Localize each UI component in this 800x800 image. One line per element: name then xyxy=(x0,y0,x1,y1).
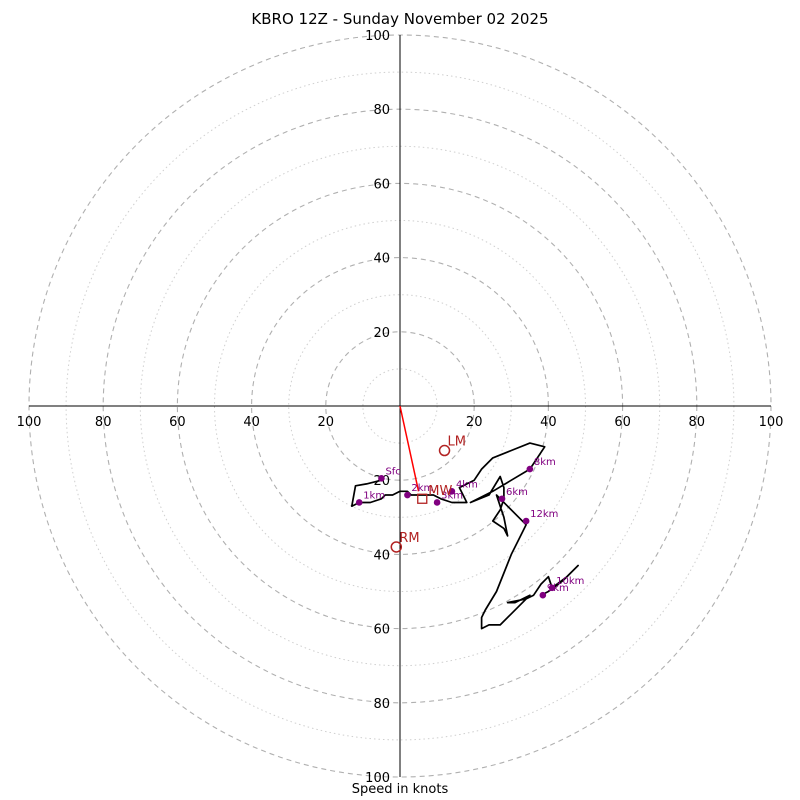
mean-wind-label: MW xyxy=(428,484,452,499)
height-marker-9km xyxy=(539,591,547,599)
shear-vector-line xyxy=(399,405,420,492)
storm-label-lm: LM xyxy=(448,435,466,450)
height-label-4km: 4km xyxy=(456,479,478,490)
tick-label-top: 80 xyxy=(373,103,390,118)
height-label-sfc: Sfc xyxy=(385,466,400,477)
height-label-8km: 8km xyxy=(534,457,556,468)
height-marker-4km xyxy=(448,488,456,495)
height-label-1km: 1km xyxy=(363,490,385,501)
tick-label-top: 100 xyxy=(365,29,390,44)
tick-label-right: 80 xyxy=(689,415,706,430)
tick-labels: 100 80 60 40 20 20 40 60 80 100 20 40 60 80 100 20 40 60 8… xyxy=(17,29,784,786)
height-label-12km: 12km xyxy=(530,509,558,520)
height-marker-6km xyxy=(498,495,506,503)
tick-label-bottom: 60 xyxy=(373,623,390,638)
tick-label-bottom: 80 xyxy=(373,697,390,712)
tick-label-right: 100 xyxy=(759,415,784,430)
height-marker-10km xyxy=(548,584,556,592)
tick-label-left: 100 xyxy=(17,415,42,430)
height-marker-1km xyxy=(355,499,363,506)
tick-label-left: 20 xyxy=(318,415,335,430)
tick-label-bottom: 100 xyxy=(365,771,390,786)
storm-label-rm: RM xyxy=(399,531,419,546)
height-label-6km: 6km xyxy=(506,487,528,498)
tick-label-left: 40 xyxy=(243,415,260,430)
tick-label-top: 40 xyxy=(373,252,390,267)
tick-label-right: 60 xyxy=(614,415,631,430)
tick-label-bottom: 40 xyxy=(373,548,390,563)
storm-marker-lm xyxy=(438,444,451,457)
chart-title: KBRO 12Z - Sunday November 02 2025 xyxy=(251,10,549,28)
x-axis-label: Speed in knots xyxy=(351,782,449,797)
height-label-2km: 2km xyxy=(411,483,433,494)
tick-label-top: 20 xyxy=(373,326,390,341)
tick-label-bottom: 20 xyxy=(373,474,390,489)
height-marker-3km xyxy=(433,499,441,506)
tick-label-left: 60 xyxy=(169,415,186,430)
tick-label-right: 40 xyxy=(540,415,557,430)
height-label-9km: 9km xyxy=(547,583,569,594)
tick-label-right: 20 xyxy=(466,415,483,430)
mean-wind-marker xyxy=(417,493,428,504)
height-label-3km: 3km xyxy=(441,490,463,501)
height-marker-sfc xyxy=(378,475,385,482)
tick-label-left: 80 xyxy=(95,415,112,430)
height-label-10km: 10km xyxy=(556,576,584,587)
tick-label-top: 60 xyxy=(373,177,390,192)
height-marker-12km xyxy=(522,517,530,525)
storm-motion-markers: LM RM MW xyxy=(390,435,466,553)
height-marker-2km xyxy=(404,491,411,499)
storm-marker-rm xyxy=(390,541,403,553)
height-marker-8km xyxy=(526,465,534,473)
